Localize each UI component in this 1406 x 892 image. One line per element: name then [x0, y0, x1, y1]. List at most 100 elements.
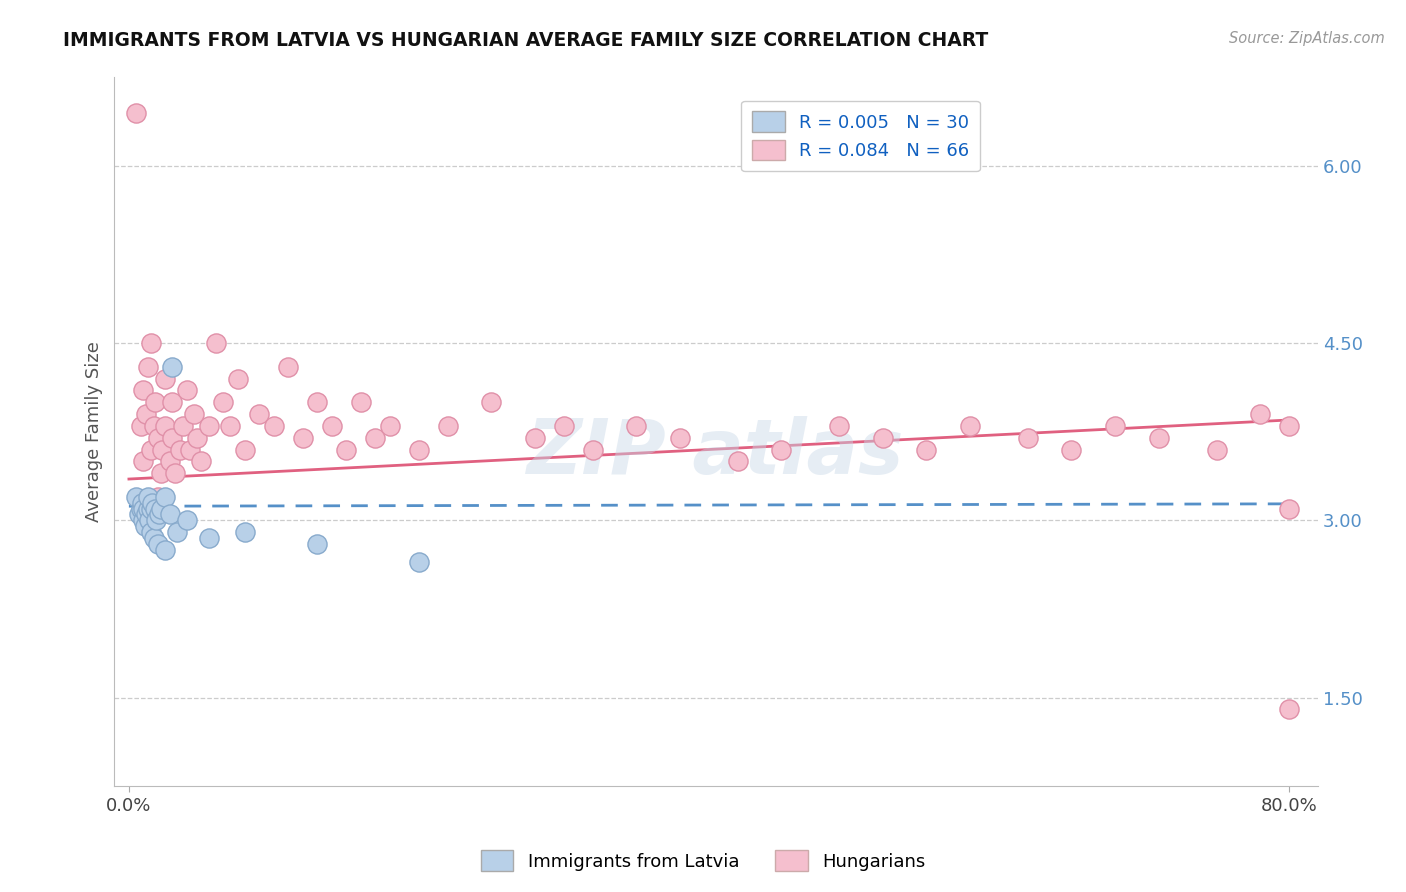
Point: [128, 508, 150, 522]
Point: [669, 431, 692, 445]
Point: [134, 519, 156, 533]
Point: [139, 336, 162, 351]
Point: [166, 525, 188, 540]
Point: [1060, 442, 1083, 457]
Point: [142, 531, 165, 545]
Point: [141, 496, 163, 510]
Point: [828, 418, 851, 433]
Point: [179, 442, 201, 457]
Point: [149, 501, 172, 516]
Point: [153, 542, 176, 557]
Point: [770, 442, 793, 457]
Point: [153, 490, 176, 504]
Point: [437, 418, 460, 433]
Point: [364, 431, 387, 445]
Point: [197, 418, 219, 433]
Point: [132, 501, 155, 516]
Point: [132, 454, 155, 468]
Point: [1147, 431, 1170, 445]
Point: [169, 442, 191, 457]
Point: [146, 431, 169, 445]
Point: [146, 490, 169, 504]
Point: [378, 418, 401, 433]
Point: [321, 418, 343, 433]
Y-axis label: Average Family Size: Average Family Size: [86, 342, 103, 522]
Point: [523, 431, 546, 445]
Point: [136, 359, 159, 374]
Point: [226, 371, 249, 385]
Point: [132, 513, 155, 527]
Point: [145, 513, 167, 527]
Point: [582, 442, 605, 457]
Legend: Immigrants from Latvia, Hungarians: Immigrants from Latvia, Hungarians: [474, 843, 932, 879]
Point: [219, 418, 242, 433]
Point: [129, 501, 152, 516]
Point: [872, 431, 894, 445]
Point: [153, 418, 176, 433]
Point: [149, 466, 172, 480]
Point: [205, 336, 228, 351]
Point: [1278, 501, 1301, 516]
Point: [263, 418, 285, 433]
Point: [143, 501, 166, 516]
Point: [408, 442, 430, 457]
Text: Source: ZipAtlas.com: Source: ZipAtlas.com: [1229, 31, 1385, 46]
Point: [1278, 418, 1301, 433]
Point: [190, 454, 212, 468]
Point: [139, 525, 162, 540]
Point: [408, 555, 430, 569]
Point: [233, 442, 256, 457]
Point: [249, 407, 271, 421]
Text: ZIP atlas: ZIP atlas: [527, 416, 905, 490]
Point: [481, 395, 503, 409]
Point: [159, 508, 181, 522]
Point: [626, 418, 648, 433]
Point: [915, 442, 938, 457]
Point: [139, 442, 162, 457]
Point: [172, 418, 194, 433]
Point: [1205, 442, 1227, 457]
Point: [135, 407, 157, 421]
Point: [176, 384, 198, 398]
Point: [142, 418, 165, 433]
Point: [1017, 431, 1039, 445]
Point: [131, 496, 153, 510]
Point: [159, 454, 181, 468]
Point: [727, 454, 749, 468]
Point: [277, 359, 299, 374]
Point: [129, 418, 152, 433]
Point: [162, 395, 184, 409]
Point: [138, 513, 160, 527]
Legend: R = 0.005   N = 30, R = 0.084   N = 66: R = 0.005 N = 30, R = 0.084 N = 66: [741, 101, 980, 171]
Point: [350, 395, 373, 409]
Point: [307, 537, 329, 551]
Point: [125, 490, 148, 504]
Point: [1104, 418, 1126, 433]
Point: [153, 371, 176, 385]
Point: [165, 466, 187, 480]
Point: [176, 513, 198, 527]
Point: [233, 525, 256, 540]
Point: [186, 431, 208, 445]
Point: [212, 395, 235, 409]
Point: [148, 508, 170, 522]
Point: [150, 442, 173, 457]
Point: [125, 106, 148, 120]
Point: [132, 384, 155, 398]
Point: [959, 418, 981, 433]
Point: [135, 508, 157, 522]
Point: [143, 395, 166, 409]
Point: [162, 431, 184, 445]
Point: [197, 531, 219, 545]
Point: [139, 501, 162, 516]
Point: [183, 407, 205, 421]
Point: [162, 359, 184, 374]
Point: [146, 537, 169, 551]
Point: [136, 490, 159, 504]
Point: [1278, 702, 1301, 716]
Text: IMMIGRANTS FROM LATVIA VS HUNGARIAN AVERAGE FAMILY SIZE CORRELATION CHART: IMMIGRANTS FROM LATVIA VS HUNGARIAN AVER…: [63, 31, 988, 50]
Point: [553, 418, 575, 433]
Point: [136, 501, 159, 516]
Point: [335, 442, 357, 457]
Point: [291, 431, 314, 445]
